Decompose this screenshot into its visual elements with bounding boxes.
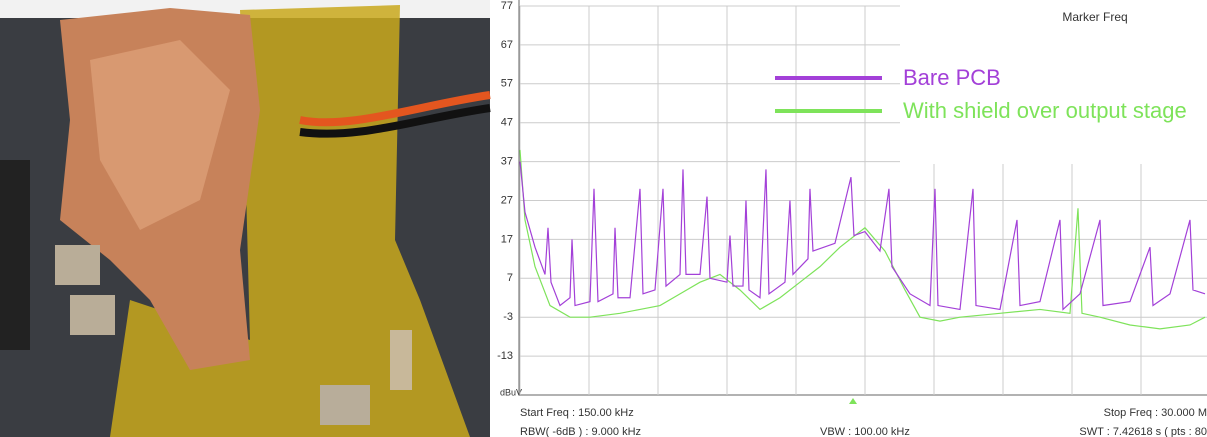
- marker-label: Marker Freq: [1062, 10, 1127, 24]
- y-tick-label: 27: [501, 194, 513, 206]
- footer-text: RBW( -6dB ) : 9.000 kHz: [520, 426, 641, 437]
- y-unit: dBuV: [500, 387, 522, 397]
- y-tick-label: 47: [501, 117, 513, 129]
- y-tick-label: 77: [501, 0, 513, 12]
- y-tick-label: 7: [507, 272, 513, 284]
- footer-text: Stop Freq : 30.000 M: [1104, 407, 1207, 419]
- y-tick-label: 37: [501, 156, 513, 168]
- y-tick-label: -13: [497, 350, 513, 362]
- screenshot: dBuV Start Freq : 150.00 kHz Stop Freq :…: [0, 0, 1207, 437]
- y-tick-label: -3: [503, 311, 513, 323]
- y-tick-label: 17: [501, 233, 513, 245]
- y-tick-label: 67: [501, 39, 513, 51]
- legend-label: Bare PCB: [903, 63, 1203, 92]
- photo: [0, 0, 490, 437]
- y-tick-label: 57: [501, 78, 513, 90]
- footer-text: Start Freq : 150.00 kHz: [520, 407, 634, 419]
- legend-label: With shield over output stage: [903, 96, 1203, 125]
- footer-text: VBW : 100.00 kHz: [820, 426, 910, 437]
- footer-text: SWT : 7.42618 s ( pts : 80: [1079, 426, 1207, 437]
